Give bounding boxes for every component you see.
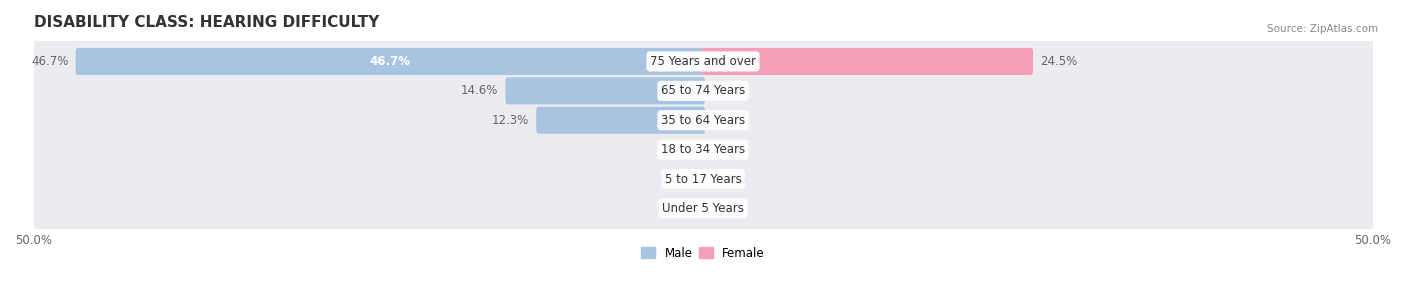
- Text: 0.0%: 0.0%: [717, 202, 747, 215]
- FancyBboxPatch shape: [30, 157, 1376, 201]
- Text: 35 to 64 Years: 35 to 64 Years: [661, 114, 745, 127]
- Legend: Male, Female: Male, Female: [637, 242, 769, 264]
- Text: Source: ZipAtlas.com: Source: ZipAtlas.com: [1267, 24, 1378, 34]
- FancyBboxPatch shape: [702, 48, 1033, 75]
- Text: 14.6%: 14.6%: [461, 84, 498, 97]
- FancyBboxPatch shape: [30, 187, 1376, 230]
- Text: 0.0%: 0.0%: [717, 143, 747, 156]
- FancyBboxPatch shape: [30, 69, 1376, 113]
- FancyBboxPatch shape: [30, 99, 1376, 142]
- Text: 0.0%: 0.0%: [659, 202, 689, 215]
- Text: 0.0%: 0.0%: [717, 84, 747, 97]
- FancyBboxPatch shape: [506, 77, 704, 104]
- FancyBboxPatch shape: [536, 107, 704, 134]
- Text: 5 to 17 Years: 5 to 17 Years: [665, 173, 741, 185]
- FancyBboxPatch shape: [30, 40, 1376, 83]
- Text: 46.7%: 46.7%: [31, 55, 69, 68]
- FancyBboxPatch shape: [30, 128, 1376, 171]
- Text: 75 Years and over: 75 Years and over: [650, 55, 756, 68]
- Text: 46.7%: 46.7%: [370, 55, 411, 68]
- Text: 24.5%: 24.5%: [1040, 55, 1077, 68]
- Text: 0.0%: 0.0%: [659, 173, 689, 185]
- Text: Under 5 Years: Under 5 Years: [662, 202, 744, 215]
- Text: 0.0%: 0.0%: [717, 114, 747, 127]
- Text: 65 to 74 Years: 65 to 74 Years: [661, 84, 745, 97]
- Text: 0.0%: 0.0%: [659, 143, 689, 156]
- Text: 0.0%: 0.0%: [717, 173, 747, 185]
- Text: 12.3%: 12.3%: [492, 114, 529, 127]
- Text: DISABILITY CLASS: HEARING DIFFICULTY: DISABILITY CLASS: HEARING DIFFICULTY: [34, 15, 378, 30]
- FancyBboxPatch shape: [76, 48, 704, 75]
- Text: 18 to 34 Years: 18 to 34 Years: [661, 143, 745, 156]
